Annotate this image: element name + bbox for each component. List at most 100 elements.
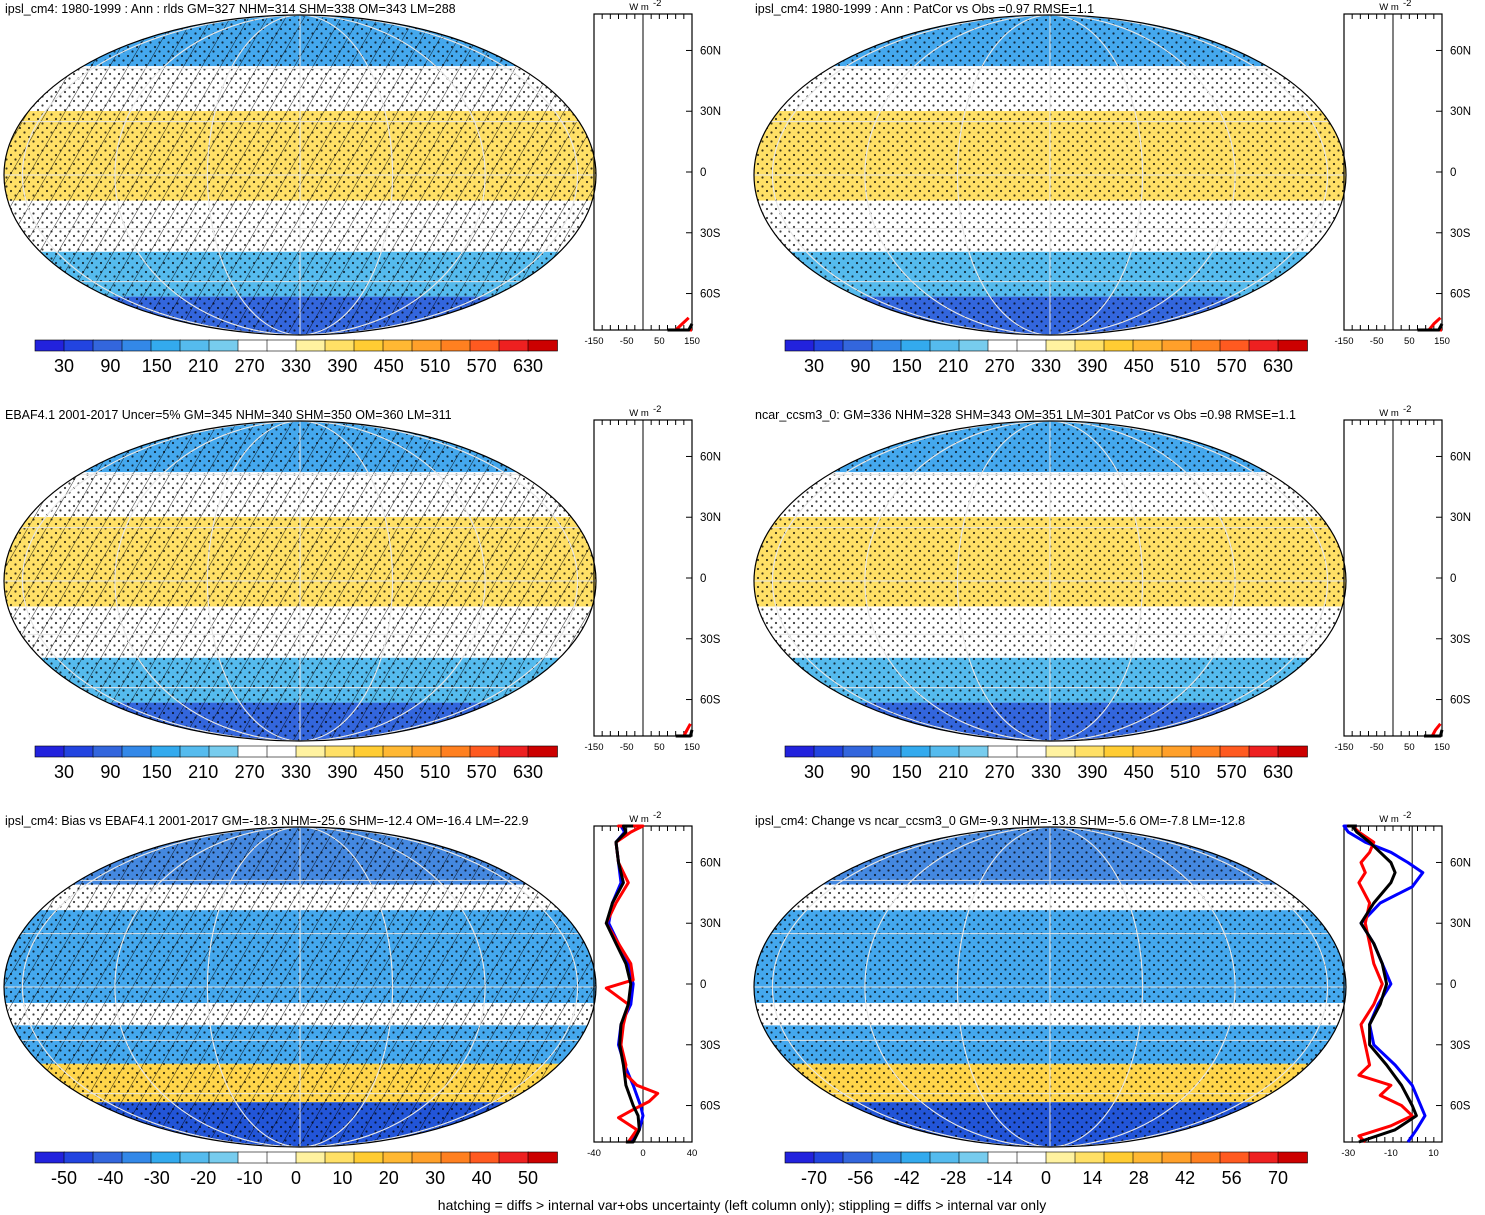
colorbar-box <box>871 745 902 758</box>
zonal-unit-label: W m <box>1379 408 1399 419</box>
colorbar-box <box>150 1151 181 1164</box>
colorbar-box <box>842 339 873 352</box>
colorbar-box <box>1016 1151 1047 1164</box>
colorbar-box <box>842 745 873 758</box>
colorbar-box <box>208 339 239 352</box>
zonal-unit-exponent: -2 <box>1403 0 1411 9</box>
colorbar-box <box>900 1151 931 1164</box>
colorbar-box <box>411 745 442 758</box>
colorbar-box <box>295 745 326 758</box>
map-outline <box>3 826 597 1148</box>
panel-title: ipsl_cm4: 1980-1999 : Ann : PatCor vs Ob… <box>755 2 1094 16</box>
zonal-lat-label: 0 <box>700 573 706 585</box>
colorbar-box <box>179 339 210 352</box>
colorbar-label: 330 <box>281 356 311 376</box>
colorbar-label: -50 <box>51 1168 77 1188</box>
zonal-lat-label: 0 <box>1450 979 1456 991</box>
panel-1: ipsl_cm4: 1980-1999 : Ann : rlds GM=327 … <box>3 0 721 376</box>
panel-5: ipsl_cm4: Bias vs EBAF4.1 2001-2017 GM=-… <box>3 810 721 1188</box>
colorbar-box <box>1161 1151 1192 1164</box>
colorbar-label: 330 <box>1031 762 1061 782</box>
zonal-series-blue <box>1342 824 1427 1143</box>
zonal-x-tick-label: -10 <box>1384 1148 1398 1159</box>
zonal-lat-label: 30S <box>700 1040 721 1052</box>
zonal-series-black <box>1346 824 1418 1144</box>
panel-3: EBAF4.1 2001-2017 Uncer=5% GM=345 NHM=34… <box>3 404 721 782</box>
zonal-x-tick-label: 10 <box>1428 1148 1439 1159</box>
zonal-x-tick-label: -50 <box>1370 336 1384 347</box>
zonal-x-tick-label: 50 <box>1404 742 1415 753</box>
colorbar-box <box>34 745 65 758</box>
zonal-series-red <box>1346 824 1414 1144</box>
zonal-lat-label: 30S <box>1450 1040 1471 1052</box>
colorbar-box <box>92 1151 123 1164</box>
zonal-unit-label: W m <box>629 408 649 419</box>
graticule-lon <box>21 421 579 741</box>
zonal-x-tick-label: -150 <box>584 336 603 347</box>
colorbar-box <box>871 339 902 352</box>
graticule-lon <box>864 827 1236 1147</box>
zonal-series-red <box>1430 722 1442 738</box>
colorbar-box <box>1219 745 1250 758</box>
colorbar-box <box>527 1151 558 1164</box>
zonal-x-tick-label: 40 <box>687 1148 698 1159</box>
graticule-lon <box>956 15 1144 335</box>
zonal-unit-label: W m <box>1379 814 1399 825</box>
colorbar-box <box>958 339 989 352</box>
graticule-lon <box>206 827 394 1147</box>
colorbar-box <box>411 339 442 352</box>
colorbar-box <box>1074 339 1105 352</box>
colorbar-box <box>784 339 815 352</box>
colorbar-label: 20 <box>379 1168 399 1188</box>
zonal-series-black <box>604 824 641 1144</box>
graticule-lon <box>21 827 579 1147</box>
colorbar-box <box>900 745 931 758</box>
zonal-lat-label: 60S <box>1450 1101 1471 1113</box>
panel-title: EBAF4.1 2001-2017 Uncer=5% GM=345 NHM=34… <box>5 408 452 422</box>
zonal-x-tick-label: -40 <box>587 1148 601 1159</box>
zonal-lat-label: 60S <box>1450 289 1471 301</box>
zonal-lat-label: 30N <box>1450 512 1471 524</box>
colorbar-label: 150 <box>892 356 922 376</box>
colorbar-box <box>411 1151 442 1164</box>
colorbar-label: 90 <box>850 356 870 376</box>
graticule-lon <box>864 421 1236 741</box>
zonal-lat-label: 0 <box>700 979 706 991</box>
colorbar-label: 330 <box>1031 356 1061 376</box>
colorbar-box <box>1132 1151 1163 1164</box>
zonal-lat-label: 60N <box>1450 451 1471 463</box>
map-outline <box>753 14 1347 336</box>
colorbar-box <box>1132 745 1163 758</box>
colorbar-box <box>92 339 123 352</box>
colorbar-box <box>1277 745 1308 758</box>
panel-title: ipsl_cm4: Change vs ncar_ccsm3_0 GM=-9.3… <box>755 814 1245 828</box>
colorbar-box <box>527 745 558 758</box>
colorbar-box <box>498 339 529 352</box>
colorbar-box <box>440 1151 471 1164</box>
zonal-series-red <box>604 824 660 1144</box>
panel-4: ncar_ccsm3_0: GM=336 NHM=328 SHM=343 OM=… <box>753 404 1471 782</box>
colorbar-box <box>1074 1151 1105 1164</box>
colorbar-box <box>1016 745 1047 758</box>
colorbar-box <box>353 1151 384 1164</box>
colorbar-box <box>527 339 558 352</box>
zonal-series-blue <box>607 824 645 1144</box>
zonal-lat-label: 60N <box>700 45 721 57</box>
colorbar-box <box>1161 339 1192 352</box>
colorbar-label: 630 <box>513 762 543 782</box>
colorbar-box <box>469 745 500 758</box>
colorbar-label: 56 <box>1222 1168 1242 1188</box>
colorbar-box <box>1016 339 1047 352</box>
colorbar-label: 570 <box>467 356 497 376</box>
colorbar-label: 270 <box>235 356 265 376</box>
colorbar-label: 42 <box>1175 1168 1195 1188</box>
colorbar-label: 14 <box>1082 1168 1102 1188</box>
zonal-x-tick-label: -50 <box>620 336 634 347</box>
graticule-lon <box>206 421 394 741</box>
colorbar-label: -28 <box>940 1168 966 1188</box>
colorbar-label: 630 <box>513 356 543 376</box>
panel-title: ncar_ccsm3_0: GM=336 NHM=328 SHM=343 OM=… <box>755 408 1296 422</box>
colorbar-box <box>208 745 239 758</box>
zonal-unit-exponent: -2 <box>1403 810 1411 821</box>
colorbar-box <box>440 745 471 758</box>
